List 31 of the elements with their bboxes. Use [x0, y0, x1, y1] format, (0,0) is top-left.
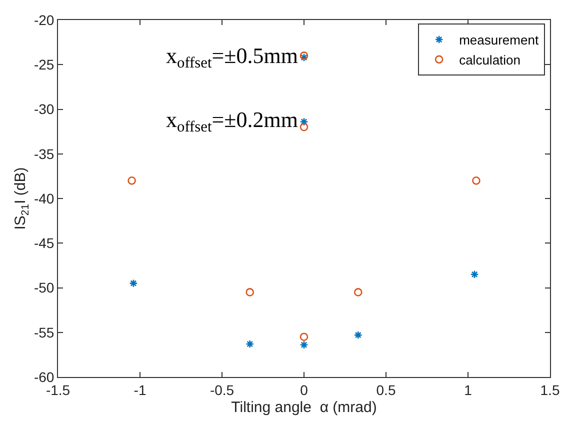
- legend-label: calculation: [459, 52, 521, 68]
- point: [300, 118, 308, 126]
- x-tick-label: -0.5: [210, 382, 234, 398]
- legend-label: measurement: [459, 32, 539, 48]
- x-axis-title: Tilting angle α (mrad): [231, 398, 377, 416]
- point: [129, 279, 138, 288]
- point: [354, 330, 362, 340]
- point: [300, 122, 308, 132]
- point: [246, 340, 254, 348]
- point: [354, 288, 362, 296]
- annotation: x$_{offset}$=±0.5mm: [166, 43, 298, 72]
- y-tick-label: -40: [34, 190, 54, 206]
- y-tick-label: -35: [34, 146, 54, 162]
- x-tick-label: -1: [134, 382, 146, 398]
- annotation: x$_{offset}$=±0.2mm: [166, 107, 298, 136]
- y-tick-label: -25: [34, 56, 54, 73]
- y-tick-label: -20: [34, 12, 54, 28]
- x-tick-label: 1: [464, 382, 472, 398]
- point: [246, 288, 254, 296]
- point: [300, 332, 308, 341]
- x-tick-label: 1.5: [540, 382, 560, 398]
- x-tick-label: 0: [300, 382, 308, 398]
- y-tick-label: -50: [34, 280, 54, 296]
- point: [470, 270, 479, 279]
- x-tick-label: 0.5: [376, 382, 396, 398]
- y-tick-label: -45: [34, 235, 54, 252]
- point: [472, 176, 480, 185]
- y-tick-label: -55: [34, 324, 54, 340]
- point: [128, 176, 136, 185]
- point: [300, 340, 308, 350]
- y-tick-label: -30: [34, 101, 54, 118]
